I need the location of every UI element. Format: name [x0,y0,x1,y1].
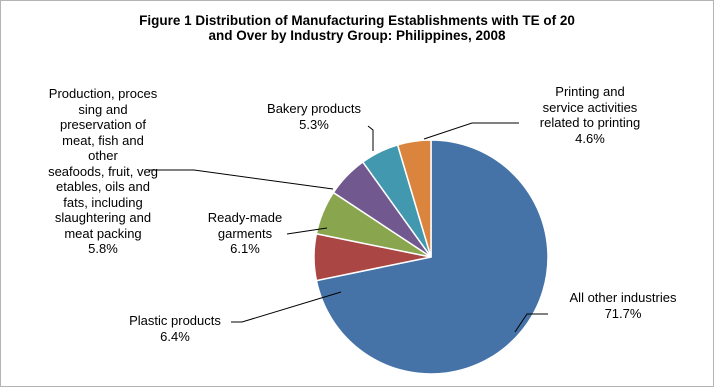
leader-line [148,169,334,190]
slice-label-line: slaughtering and [54,210,152,225]
slice-label-line: meat, fish and [62,132,144,148]
slice-label-line: Bakery products [267,101,361,116]
slice-label-meat-fish-processing: Production, proces sing and preservation… [18,86,188,257]
slice-label-line: seafoods, fruit, veg [48,163,158,179]
slice-label-printing: Printing and service activities related … [515,84,665,146]
leader-line [514,313,548,333]
slice-label-plastic-products: Plastic products 6.4% [105,313,245,344]
slice-percent: 5.3% [299,116,329,132]
slice-label-line: Production, proces [48,86,158,101]
slice-label-line: service activities [542,99,638,115]
chart-title: Figure 1 Distribution of Manufacturing E… [0,13,714,43]
slice-percent: 4.6% [575,130,605,146]
slice-label-line: etables, oils and [56,179,150,194]
slice-percent: 6.1% [230,241,260,256]
slice-label-line: garments [217,225,273,241]
slice-label-ready-made-garments: Ready-made garments 6.1% [180,210,310,257]
chart-title-line-1: Figure 1 Distribution of Manufacturing E… [139,13,575,28]
slice-label-line: fats, including [63,194,143,210]
slice-label-line: meat packing [64,225,142,241]
leader-line [367,125,374,151]
slice-label-line: related to printing [539,115,641,130]
slice-percent: 5.8% [88,241,118,256]
slice-label-line: All other industries [569,290,677,305]
leader-line [231,291,342,323]
slice-label-line: Ready-made [207,210,283,225]
slice-label-line: sing and [78,101,128,117]
slice-label-line: Printing and [555,84,625,99]
chart-title-line-2: and Over by Industry Group: Philippines,… [208,28,506,43]
pie-slice [315,139,549,375]
leader-line [286,227,328,235]
pie-slice [396,139,432,258]
leader-line [423,122,519,140]
slice-label-line: other [88,148,118,163]
slice-label-line: preservation of [60,117,146,132]
slice-percent: 6.4% [160,328,190,344]
slice-percent: 71.7% [604,305,642,321]
slice-label-all-other-industries: All other industries 71.7% [548,290,698,321]
slice-label-line: Plastic products [129,313,221,328]
slice-label-bakery-products: Bakery products 5.3% [244,101,384,132]
